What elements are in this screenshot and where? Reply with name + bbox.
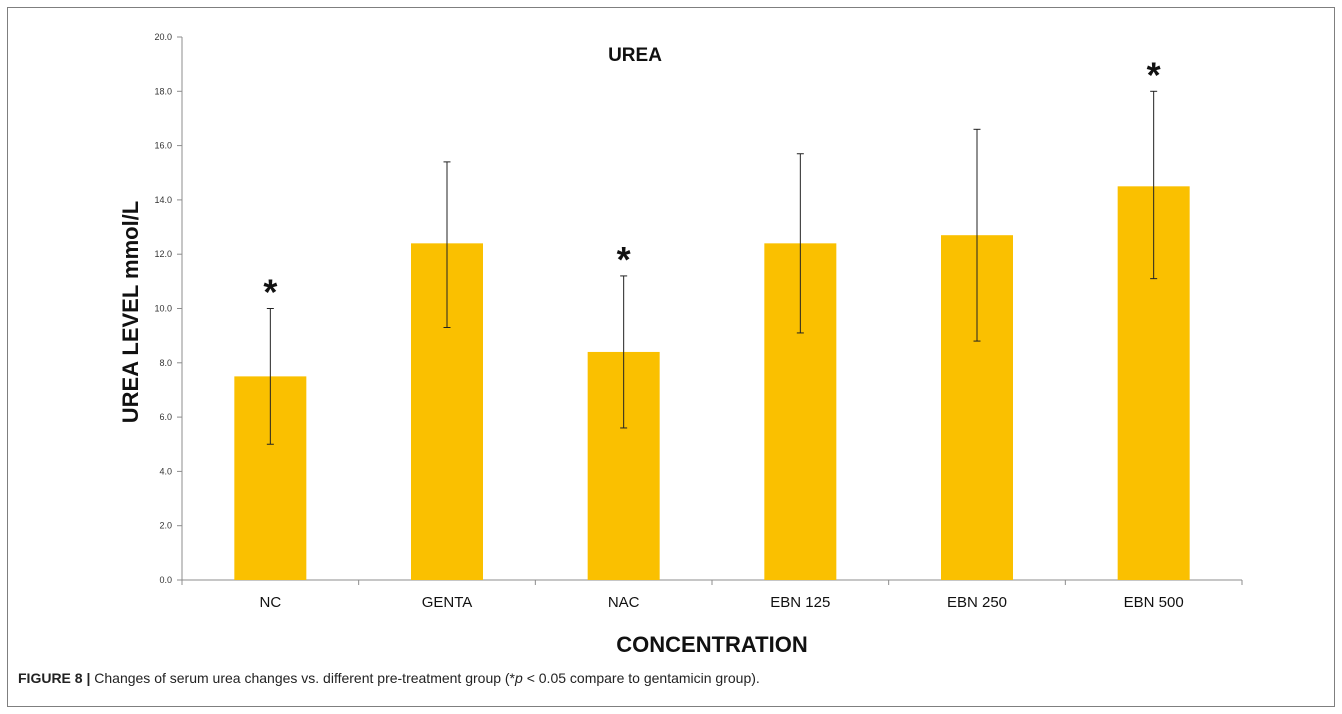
caption-label: FIGURE 8 |: [18, 670, 91, 686]
x-tick-label: EBN 500: [1124, 594, 1184, 611]
x-tick-label: EBN 125: [770, 594, 830, 611]
y-tick-label: 10.0: [154, 304, 172, 314]
x-tick-label: NC: [259, 594, 281, 611]
bars-group: [234, 186, 1190, 580]
x-tick-label: EBN 250: [947, 594, 1007, 611]
x-axis-title: CONCENTRATION: [616, 632, 807, 657]
caption-p-symbol: p: [515, 670, 523, 686]
error-bars-group: [266, 90, 1158, 445]
x-tick-label: GENTA: [422, 594, 473, 611]
y-tick-label: 16.0: [154, 141, 172, 151]
chart-axes: [177, 36, 1243, 585]
y-tick-label: 8.0: [159, 358, 172, 368]
labels-group: 0.0 2.0 4.0 6.0 8.0 10.0 12.0 14.0 16.0 18.0 20.0 *…: [154, 32, 1183, 611]
y-axis-title: UREA LEVEL mmol/L: [118, 201, 143, 423]
figure-caption: FIGURE 8 | Changes of serum urea changes…: [18, 670, 760, 686]
figure-frame: [7, 7, 1335, 707]
x-tick-label: NAC: [608, 594, 640, 611]
significance-marker: *: [1147, 54, 1161, 95]
y-tick-label: 4.0: [159, 466, 172, 476]
y-tick-label: 18.0: [154, 86, 172, 96]
significance-marker: *: [617, 239, 631, 280]
caption-text-before: Changes of serum urea changes vs. differ…: [90, 670, 516, 686]
y-tick-label: 6.0: [159, 412, 172, 422]
y-tick-label: 0.0: [159, 575, 172, 585]
caption-text-after: < 0.05 compare to gentamicin group).: [522, 670, 760, 686]
y-tick-label: 14.0: [154, 195, 172, 205]
significance-marker: *: [263, 272, 277, 313]
y-tick-label: 12.0: [154, 249, 172, 259]
chart-title: UREA: [608, 45, 662, 66]
y-tick-label: 2.0: [159, 521, 172, 531]
y-tick-label: 20.0: [154, 32, 172, 42]
